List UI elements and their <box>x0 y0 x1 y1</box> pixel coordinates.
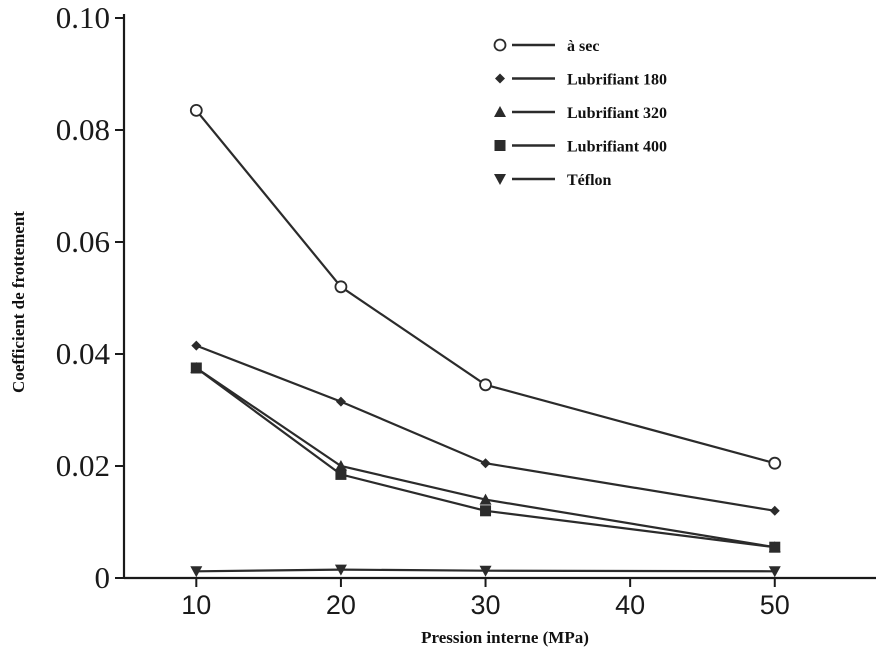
legend-marker <box>494 106 506 117</box>
series-line <box>196 368 775 547</box>
legend-label: Téflon <box>567 172 612 189</box>
x-tick-label: 10 <box>181 590 211 620</box>
data-point <box>336 397 346 407</box>
series-line <box>196 368 775 547</box>
series-line <box>196 346 775 511</box>
legend-label: Lubrifiant 180 <box>567 72 667 89</box>
y-tick-label: 0.04 <box>56 336 111 371</box>
x-axis-title: Pression interne (MPa) <box>421 628 589 647</box>
series-layer <box>190 105 780 577</box>
y-tick-label: 0.06 <box>56 224 110 259</box>
legend-label: Lubrifiant 400 <box>567 139 667 156</box>
data-point <box>480 505 491 516</box>
y-tick-label: 0.02 <box>56 448 110 483</box>
legend-marker <box>494 174 506 185</box>
y-tick-label: 0.10 <box>56 0 110 35</box>
series--sec <box>191 105 780 469</box>
legend-label: Lubrifiant 320 <box>567 105 667 122</box>
legend-entry: Téflon <box>494 172 612 189</box>
data-point <box>769 542 780 553</box>
data-point <box>481 458 491 468</box>
legend-marker <box>495 140 506 151</box>
y-axis-title: Coefficient de frottement <box>9 211 28 393</box>
x-tick-label: 40 <box>615 590 645 620</box>
data-point <box>769 458 780 469</box>
legend-entry: Lubrifiant 400 <box>495 139 668 156</box>
legend-label: à sec <box>567 38 599 55</box>
data-point <box>191 363 202 374</box>
x-tick-label: 50 <box>760 590 790 620</box>
legend-marker <box>495 40 506 51</box>
x-tick-label: 20 <box>326 590 356 620</box>
y-axis-ticks: 0 0.02 0.04 0.06 0.08 0.10 <box>56 0 124 595</box>
x-axis-ticks: 10 20 30 40 50 <box>181 578 790 620</box>
legend: à sec Lubrifiant 180 Lubrifiant 320 Lubrifi… <box>494 38 667 189</box>
legend-marker <box>495 74 505 84</box>
x-tick-label: 30 <box>471 590 501 620</box>
data-point <box>770 506 780 516</box>
legend-entry: à sec <box>495 38 600 55</box>
y-tick-label: 0.08 <box>56 112 110 147</box>
data-point <box>335 281 346 292</box>
legend-entry: Lubrifiant 320 <box>494 105 667 122</box>
series-t-flon <box>190 565 780 578</box>
y-tick-label: 0 <box>95 560 111 595</box>
series-line <box>196 110 775 463</box>
axes <box>124 14 876 578</box>
data-point <box>191 341 201 351</box>
legend-entry: Lubrifiant 180 <box>495 72 667 89</box>
data-point <box>335 469 346 480</box>
data-point <box>480 379 491 390</box>
data-point <box>191 105 202 116</box>
